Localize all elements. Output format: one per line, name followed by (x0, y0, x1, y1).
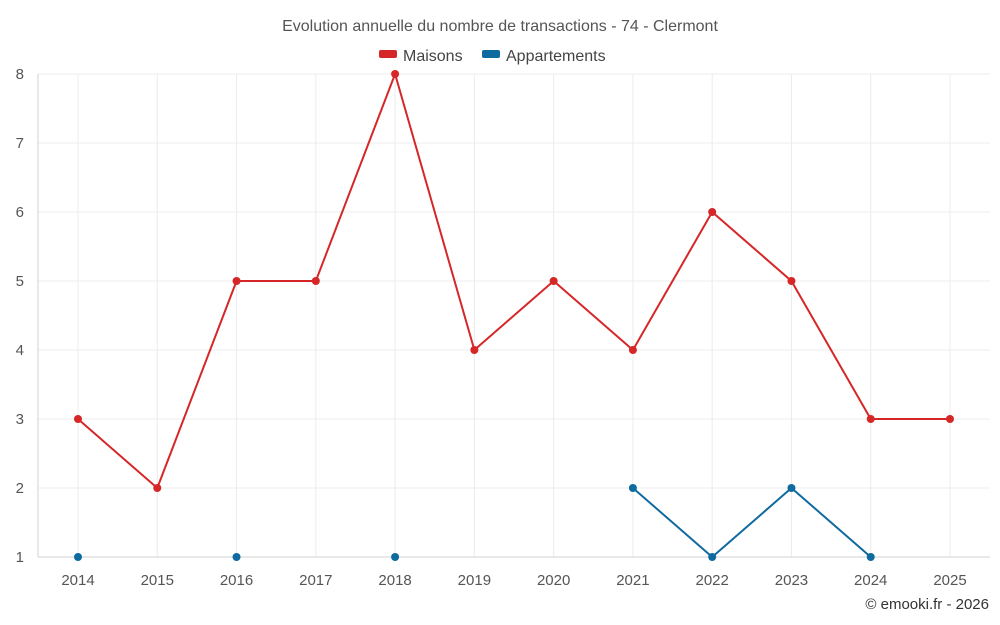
series-line-appartements (632, 487, 872, 558)
data-point-maisons[interactable] (74, 415, 82, 423)
legend-label-maisons: Maisons (403, 48, 463, 65)
data-point-appartements[interactable] (628, 484, 637, 492)
data-point-appartements[interactable] (708, 553, 717, 561)
x-tick-label: 2014 (61, 572, 94, 589)
x-tick-label: 2016 (220, 572, 253, 589)
y-tick-label: 8 (16, 66, 24, 83)
data-point-appartements[interactable] (391, 553, 400, 561)
data-point-maisons[interactable] (549, 277, 558, 285)
x-tick-label: 2022 (695, 572, 728, 589)
chart-title: Evolution annuelle du nombre de transact… (282, 18, 718, 35)
y-tick-label: 4 (16, 342, 24, 359)
data-point-maisons[interactable] (391, 70, 400, 78)
data-point-maisons[interactable] (311, 277, 320, 285)
series-maisons (74, 70, 954, 492)
axes: 1 2 3 4 5 6 7 8 2014 2015 2016 2017 2018 2019 2020 2021… (16, 66, 990, 589)
y-tick-label: 1 (16, 549, 24, 566)
data-point-maisons[interactable] (232, 277, 241, 285)
x-tick-label: 2021 (616, 572, 649, 589)
data-point-maisons[interactable] (708, 208, 717, 216)
data-point-maisons[interactable] (946, 415, 954, 423)
series-appartements (74, 484, 875, 561)
legend-swatch-maisons (379, 50, 397, 58)
x-tick-label: 2025 (933, 572, 966, 589)
y-tick-label: 6 (16, 204, 24, 221)
legend-item-maisons[interactable]: Maisons (379, 48, 463, 65)
y-tick-label: 5 (16, 273, 24, 290)
x-tick-label: 2020 (537, 572, 570, 589)
x-tick-label: 2015 (141, 572, 174, 589)
legend: Maisons Appartements (379, 48, 606, 65)
data-point-appartements[interactable] (74, 553, 82, 561)
legend-swatch-appartements (482, 50, 500, 58)
legend-item-appartements[interactable]: Appartements (482, 48, 606, 65)
data-point-maisons[interactable] (470, 346, 479, 354)
data-point-maisons[interactable] (628, 346, 637, 354)
data-point-maisons[interactable] (866, 415, 875, 423)
x-tick-label: 2018 (378, 572, 411, 589)
series-line-maisons (77, 73, 950, 489)
data-point-maisons[interactable] (787, 277, 796, 285)
series (74, 70, 954, 561)
data-point-appartements[interactable] (866, 553, 875, 561)
x-tick-label: 2017 (299, 572, 332, 589)
y-tick-label: 3 (16, 411, 24, 428)
legend-label-appartements: Appartements (506, 48, 606, 65)
y-tick-label: 2 (16, 480, 24, 497)
x-tick-label: 2023 (775, 572, 808, 589)
x-tick-label: 2019 (458, 572, 491, 589)
data-point-maisons[interactable] (153, 484, 162, 492)
grid (38, 73, 990, 557)
y-tick-label: 7 (16, 135, 24, 152)
data-point-appartements[interactable] (232, 553, 241, 561)
x-tick-label: 2024 (854, 572, 887, 589)
credit-text: © emooki.fr - 2026 (865, 596, 989, 613)
data-point-appartements[interactable] (787, 484, 796, 492)
